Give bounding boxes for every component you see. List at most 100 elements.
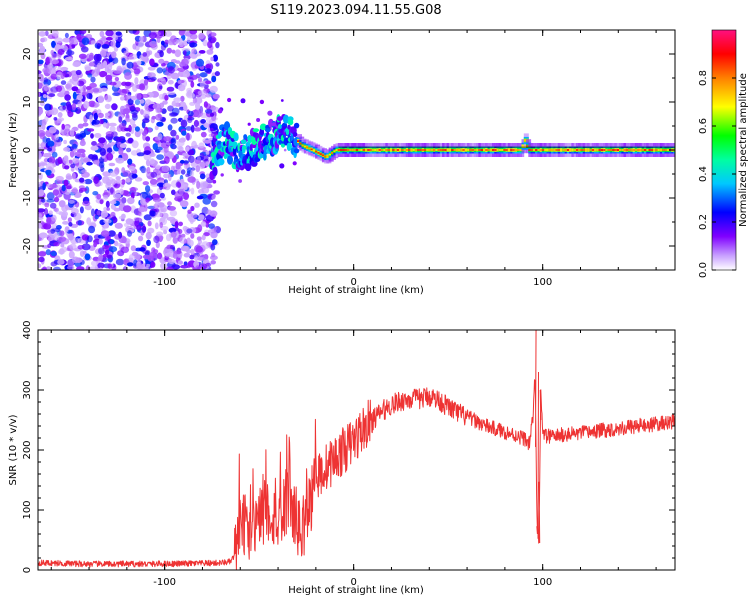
heatmap-cell <box>160 262 168 270</box>
x-tick-label: 0 <box>350 277 356 288</box>
heatmap-cell <box>200 119 207 124</box>
heatmap-cell <box>190 169 194 178</box>
heatmap-cell <box>168 258 175 265</box>
heatmap-cell <box>195 58 205 67</box>
heatmap-cell <box>48 126 57 134</box>
heatmap-cell <box>89 114 93 123</box>
heatmap-cell <box>154 201 160 206</box>
heatmap-cell <box>105 36 113 41</box>
heatmap-cell <box>68 222 73 227</box>
heatmap-cell <box>38 143 42 147</box>
heatmap-cell <box>108 122 117 127</box>
heatmap-cell <box>98 247 105 255</box>
heatmap-cell <box>143 150 151 156</box>
heatmap-cell <box>52 189 60 196</box>
heatmap-cell <box>147 220 152 227</box>
heatmap-cell <box>63 179 69 187</box>
heatmap-cell <box>83 100 90 109</box>
heatmap-cell <box>86 217 92 225</box>
heatmap-cell <box>142 118 150 124</box>
heatmap-cell <box>97 43 102 48</box>
heatmap-cell <box>45 266 52 270</box>
heatmap-cell <box>48 109 55 115</box>
heatmap-cell <box>139 247 146 252</box>
heatmap-cell <box>133 68 141 75</box>
heatmap-cell <box>72 91 77 100</box>
heatmap-cell <box>183 160 190 164</box>
heatmap-cell <box>186 132 190 141</box>
heatmap-cell <box>161 142 167 148</box>
heatmap-cell <box>145 185 151 193</box>
snr-y-label: SNR (10 * v/v) <box>8 414 19 485</box>
heatmap-cell <box>161 165 170 173</box>
heatmap-cell <box>121 57 126 66</box>
heatmap-cell <box>105 30 114 37</box>
heatmap-cell <box>159 222 163 228</box>
heatmap-cell <box>86 161 93 166</box>
heatmap-cell <box>154 125 159 131</box>
heatmap-cell <box>64 94 71 101</box>
heatmap-cell <box>130 109 139 115</box>
heatmap-cell <box>126 95 132 100</box>
heatmap-cell <box>205 80 212 85</box>
heatmap-cell <box>158 93 164 100</box>
heatmap-cell <box>178 146 184 152</box>
heatmap-cell <box>57 236 67 242</box>
heatmap-cell <box>211 75 217 83</box>
heatmap-cell <box>60 66 69 71</box>
heatmap-cell <box>94 66 100 72</box>
heatmap-cell <box>186 228 193 234</box>
y-tick-label: -10 <box>22 190 33 206</box>
heatmap-cell <box>82 122 89 127</box>
heatmap-cell <box>64 165 70 170</box>
heatmap-cell <box>44 202 50 208</box>
heatmap-cell <box>174 49 182 58</box>
y-tick-label: -20 <box>22 238 33 254</box>
heatmap-cell <box>164 94 169 101</box>
heatmap-cell <box>145 136 151 142</box>
heatmap-cell <box>51 30 59 37</box>
heatmap-cell <box>190 248 195 254</box>
heatmap-cell <box>201 155 209 162</box>
heatmap-cell <box>198 32 205 40</box>
heatmap-cell <box>51 53 58 59</box>
heatmap-cell <box>120 96 125 101</box>
heatmap-cell <box>188 155 195 163</box>
heatmap-cell <box>156 231 164 237</box>
heatmap-cell <box>102 171 111 177</box>
heatmap-cell <box>210 243 216 251</box>
heatmap-cell <box>102 60 108 69</box>
heatmap-cell <box>169 209 178 217</box>
x-tick-label: -100 <box>153 277 176 288</box>
snr-series-line <box>38 330 675 570</box>
heatmap-cell <box>156 252 163 260</box>
heatmap-cell <box>69 78 74 83</box>
heatmap-cell <box>38 251 47 257</box>
heatmap-cell <box>51 214 57 222</box>
heatmap-cell <box>197 189 205 194</box>
colorbar-ticks: 0.0 0.2 0.4 0.6 0.8 <box>698 70 736 278</box>
heatmap-cell <box>167 91 176 95</box>
heatmap-cell <box>118 116 123 123</box>
heatmap-cell <box>73 212 82 221</box>
heatmap-cell <box>190 205 195 212</box>
heatmap-cell <box>98 181 103 187</box>
heatmap-cell <box>180 264 189 269</box>
snr-x-axis: -100 0 100 <box>50 330 657 588</box>
heatmap-cell <box>149 158 155 165</box>
spectrogram-y-axis: -20 -10 0 10 20 <box>22 29 675 271</box>
heatmap-cell <box>47 67 56 75</box>
heatmap-cell <box>240 139 247 145</box>
heatmap-cell <box>43 223 52 230</box>
heatmap-cell <box>47 236 54 241</box>
heatmap-cell <box>115 137 123 142</box>
heatmap-cell <box>130 245 137 252</box>
heatmap-cell <box>155 114 163 121</box>
y-tick-label: 0 <box>22 147 33 153</box>
heatmap-cell <box>110 178 117 185</box>
heatmap-cell <box>64 226 70 231</box>
heatmap-cell <box>209 210 218 217</box>
heatmap-cell <box>104 103 111 110</box>
heatmap-cell <box>189 30 198 35</box>
heatmap-cell <box>138 235 144 242</box>
